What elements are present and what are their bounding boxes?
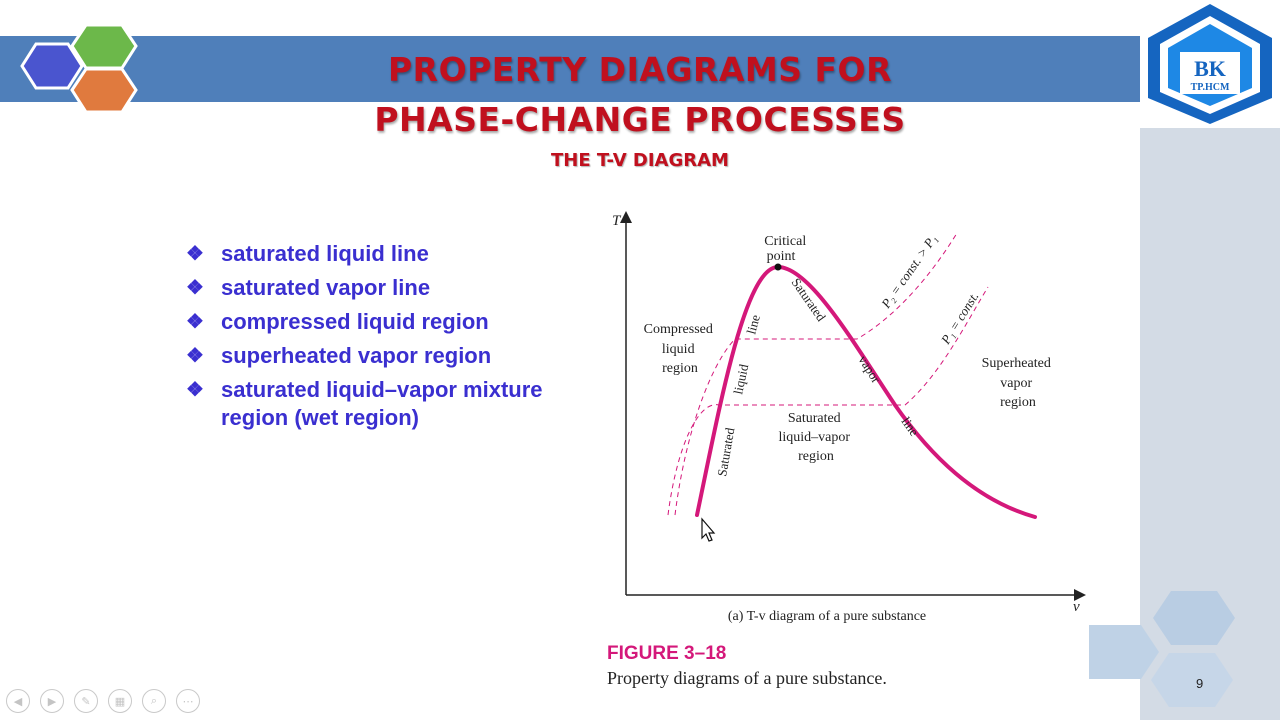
- critical-point-dot: [774, 263, 782, 271]
- header-banner: [0, 36, 1140, 102]
- sat-liquid-label-2: liquid: [730, 362, 751, 395]
- diamond-bullet-icon: ❖: [186, 243, 204, 265]
- bullet-item: ❖ compressed liquid region: [186, 308, 566, 336]
- bullet-text: superheated vapor region: [221, 343, 492, 368]
- slide-subtitle: THE T-V DIAGRAM: [551, 150, 729, 171]
- isobar-p2: [674, 232, 958, 516]
- slide-title-line-2: PHASE-CHANGE PROCESSES: [374, 100, 906, 139]
- v-axis-label: v: [1073, 599, 1080, 615]
- diamond-bullet-icon: ❖: [186, 277, 204, 299]
- decorative-hexagons-icon: [20, 23, 138, 114]
- figure-label: FIGURE 3–18: [607, 643, 727, 664]
- t-axis-label: T: [612, 213, 622, 229]
- decorative-hexagons-bottom-icon: [1089, 591, 1235, 707]
- bullet-text: saturated liquid line: [221, 241, 429, 266]
- diamond-bullet-icon: ❖: [186, 345, 204, 367]
- diamond-bullet-icon: ❖: [186, 311, 204, 333]
- tv-diagram: T v Critical point Compressed liquid reg…: [612, 211, 1086, 624]
- isobar-p1-label: P₁ = const.: [937, 289, 981, 347]
- page-number: 9: [1196, 676, 1204, 691]
- isobar-p1: [667, 286, 989, 516]
- sat-liquid-label-3: line: [743, 313, 763, 336]
- bullet-text: saturated liquid–vapor mixture region (w…: [221, 377, 543, 430]
- diamond-bullet-icon: ❖: [186, 379, 204, 401]
- zoom-icon[interactable]: ⌕: [142, 689, 166, 713]
- sat-liquid-label-1: Saturated: [714, 426, 737, 477]
- bullet-item: ❖ saturated vapor line: [186, 274, 566, 302]
- bullet-item: ❖ saturated liquid–vapor mixture region (…: [186, 376, 566, 432]
- more-options-icon[interactable]: ⋯: [176, 689, 200, 713]
- next-slide-icon[interactable]: ▶: [40, 689, 64, 713]
- prev-slide-icon[interactable]: ◀: [6, 689, 30, 713]
- isobar-p2-label: P₂ = const. > P₁: [878, 232, 940, 312]
- bullet-item: ❖ saturated liquid line: [186, 240, 566, 268]
- bullet-text: saturated vapor line: [221, 275, 431, 300]
- pen-icon[interactable]: ✎: [74, 689, 98, 713]
- bullet-list: ❖ saturated liquid line ❖ saturated vapor …: [186, 240, 566, 438]
- bullet-item: ❖ superheated vapor region: [186, 342, 566, 370]
- diagram-caption: (a) T-v diagram of a pure substance: [728, 609, 926, 624]
- slides-grid-icon[interactable]: ▦: [108, 689, 132, 713]
- figure-caption: Property diagrams of a pure substance.: [607, 668, 887, 688]
- superheated-vapor-label: Superheated vapor region: [982, 356, 1055, 410]
- compressed-liquid-label: Compressed liquid region: [644, 322, 717, 376]
- presentation-controls: ◀ ▶ ✎ ▦ ⌕ ⋯: [6, 689, 200, 713]
- logo-subtext: TP.HCM: [1191, 82, 1230, 93]
- saturation-dome: [695, 264, 1037, 519]
- logo-text: BK: [1194, 56, 1226, 81]
- mouse-cursor-icon: [701, 517, 716, 542]
- slide-title-line-1: PROPERTY DIAGRAMS FOR: [387, 50, 893, 89]
- critical-point-label: Critical point: [764, 234, 810, 264]
- mixture-region-label: Saturated liquid–vapor region: [778, 411, 853, 464]
- bk-logo-icon: BK TP.HCM: [1148, 4, 1272, 124]
- bullet-text: compressed liquid region: [221, 309, 489, 334]
